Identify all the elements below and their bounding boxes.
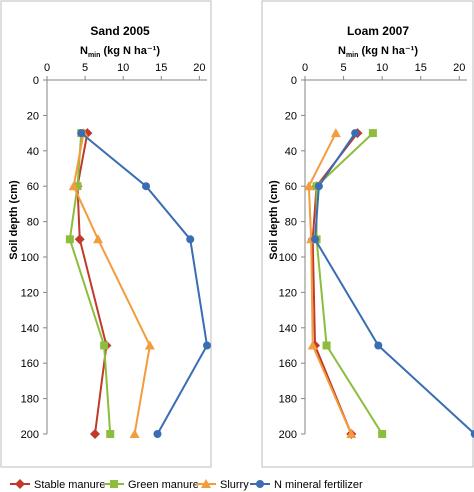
- data-point: [100, 341, 109, 350]
- chart-title: Sand 2005: [90, 24, 150, 38]
- panel-frame: [261, 0, 474, 468]
- y-tick-label: 40: [285, 146, 297, 158]
- x-tick-label: 5: [82, 62, 88, 74]
- data-point: [322, 341, 331, 350]
- panel-sand-2005: Sand 2005 Nmin (kg N ha⁻¹) Soil depth (c…: [0, 0, 212, 468]
- data-point: [129, 429, 140, 438]
- y-tick-label: 20: [27, 110, 39, 122]
- y-axis-label: Soil depth (cm): [8, 180, 20, 260]
- y-tick-label: 100: [21, 252, 39, 264]
- x-tick-label: 15: [415, 62, 427, 74]
- data-point: [374, 341, 383, 350]
- y-tick-label: 0: [33, 75, 39, 87]
- y-tick-label: 180: [21, 394, 39, 406]
- data-point: [311, 235, 320, 244]
- x-tick-label: 15: [155, 62, 167, 74]
- data-point: [90, 429, 100, 439]
- y-tick-label: 60: [27, 181, 39, 193]
- y-tick-label: 160: [279, 358, 297, 370]
- data-point: [186, 235, 195, 244]
- y-tick-label: 80: [285, 217, 297, 229]
- x-tick-label: 20: [193, 62, 205, 74]
- panel-loam-2007: Loam 2007 Nmin (kg N ha⁻¹) Soil depth (c…: [261, 0, 474, 468]
- series-n-mineral-fertilizer: [77, 129, 211, 438]
- legend-label: Slurry: [220, 479, 249, 491]
- legend-label: Stable manure: [34, 479, 106, 491]
- x-axis-label: Nmin (kg N ha⁻¹): [338, 45, 418, 59]
- series-n-mineral-fertilizer: [311, 129, 474, 438]
- y-tick-label: 20: [285, 110, 297, 122]
- y-tick-label: 200: [21, 429, 39, 441]
- x-tick-label: 20: [453, 62, 465, 74]
- legend-item: Green manure: [104, 479, 199, 491]
- y-tick-label: 80: [27, 217, 39, 229]
- data-point: [93, 234, 104, 244]
- y-tick-label: 120: [21, 287, 39, 299]
- legend: Stable manure Green manure Slurry N mineral…: [10, 479, 363, 491]
- y-tick-label: 40: [27, 146, 39, 158]
- y-tick-label: 120: [279, 287, 297, 299]
- data-point: [65, 235, 74, 244]
- data-point: [368, 129, 377, 138]
- data-point: [307, 340, 318, 350]
- legend-swatch-marker: [256, 480, 264, 488]
- legend-label: N mineral fertilizer: [274, 479, 363, 491]
- legend-label: Green manure: [128, 479, 199, 491]
- legend-item: Stable manure: [10, 479, 106, 491]
- x-tick-label: 10: [376, 62, 388, 74]
- y-tick-label: 140: [279, 323, 297, 335]
- data-point: [378, 430, 387, 438]
- y-tick-label: 100: [279, 252, 297, 264]
- y-tick-label: 200: [279, 429, 297, 441]
- data-point: [68, 181, 79, 191]
- chart-title: Loam 2007: [347, 24, 409, 38]
- x-axis-label: Nmin (kg N ha⁻¹): [80, 45, 160, 59]
- legend-swatch-marker: [15, 479, 25, 489]
- y-tick-label: 140: [21, 323, 39, 335]
- data-point: [142, 182, 151, 191]
- data-point: [314, 182, 323, 191]
- legend-item: N mineral fertilizer: [250, 479, 363, 491]
- data-point: [77, 129, 86, 138]
- panel-frame: [0, 0, 212, 468]
- data-point: [203, 341, 211, 350]
- y-tick-label: 0: [291, 75, 297, 87]
- legend-swatch-marker: [201, 479, 211, 488]
- data-point: [153, 430, 162, 438]
- data-point: [73, 182, 82, 191]
- y-axis-label: Soil depth (cm): [268, 180, 280, 260]
- y-tick-label: 160: [21, 358, 39, 370]
- data-point: [106, 430, 115, 438]
- data-point: [74, 234, 85, 245]
- data-point: [351, 129, 360, 138]
- data-point: [303, 181, 314, 191]
- x-tick-label: 0: [302, 62, 308, 74]
- y-tick-label: 60: [285, 181, 297, 193]
- x-tick-label: 0: [44, 62, 50, 74]
- data-point: [144, 340, 155, 350]
- legend-item: Slurry: [196, 479, 249, 491]
- data-point: [346, 429, 357, 438]
- data-point: [330, 128, 341, 138]
- x-tick-label: 10: [117, 62, 129, 74]
- y-tick-label: 180: [279, 394, 297, 406]
- data-point: [470, 430, 474, 438]
- legend-swatch-marker: [110, 480, 118, 488]
- x-tick-label: 5: [341, 62, 347, 74]
